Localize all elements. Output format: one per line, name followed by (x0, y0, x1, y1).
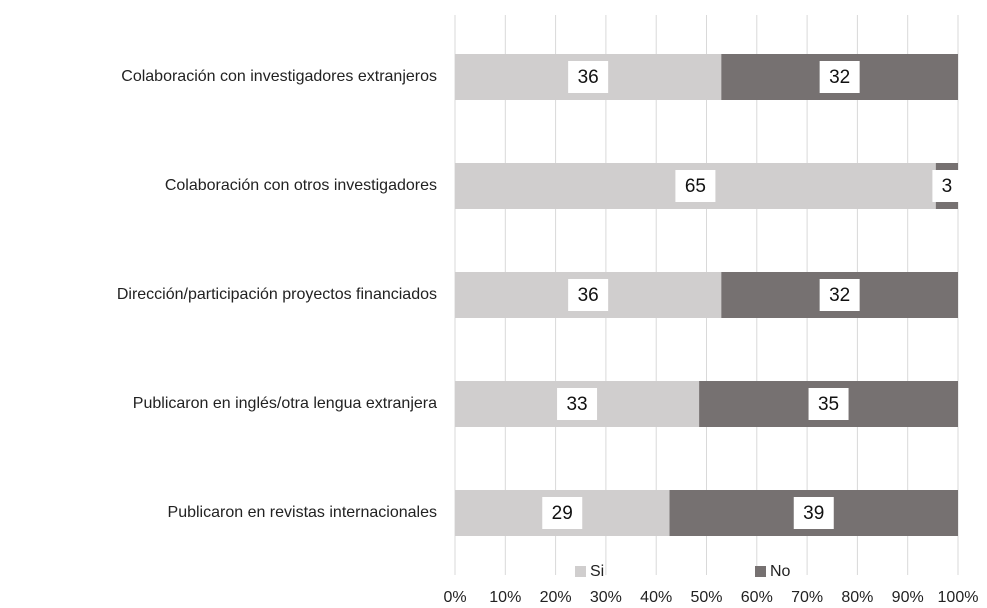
data-label: 29 (552, 503, 573, 524)
data-label-box (793, 497, 834, 529)
legend-swatch (755, 566, 766, 577)
data-label-box (675, 170, 716, 202)
x-tick-label: 40% (640, 589, 672, 606)
data-label: 65 (685, 176, 706, 197)
data-label: 36 (578, 67, 599, 88)
data-label: 3 (942, 176, 953, 197)
x-tick-label: 50% (690, 589, 722, 606)
data-label: 35 (818, 394, 839, 415)
data-label-box (557, 388, 598, 420)
data-label: 33 (566, 394, 587, 415)
x-tick-label: 20% (540, 589, 572, 606)
data-label: 36 (578, 285, 599, 306)
data-label: 39 (803, 503, 824, 524)
x-tick-label: 70% (791, 589, 823, 606)
x-tick-label: 30% (590, 589, 622, 606)
y-tick-label: Dirección/participación proyectos financ… (117, 286, 437, 303)
data-label-box (542, 497, 583, 529)
x-tick-label: 90% (892, 589, 924, 606)
data-label-box (819, 279, 860, 311)
x-tick-label: 80% (841, 589, 873, 606)
y-tick-label: Publicaron en revistas internacionales (168, 504, 437, 521)
x-tick-label: 0% (443, 589, 466, 606)
x-tick-label: 100% (938, 589, 979, 606)
data-label-box (568, 61, 609, 93)
legend-label: Si (590, 563, 604, 580)
legend-swatch (575, 566, 586, 577)
legend-label: No (770, 563, 791, 580)
data-label-box (932, 170, 962, 202)
y-tick-label: Colaboración con investigadores extranje… (121, 68, 437, 85)
data-label-box (808, 388, 849, 420)
y-tick-label: Colaboración con otros investigadores (165, 177, 437, 194)
x-tick-label: 60% (741, 589, 773, 606)
data-label: 32 (829, 285, 850, 306)
data-label-box (819, 61, 860, 93)
x-tick-label: 10% (489, 589, 521, 606)
data-label: 32 (829, 67, 850, 88)
y-tick-label: Publicaron en inglés/otra lengua extranj… (133, 395, 437, 412)
data-label-box (568, 279, 609, 311)
